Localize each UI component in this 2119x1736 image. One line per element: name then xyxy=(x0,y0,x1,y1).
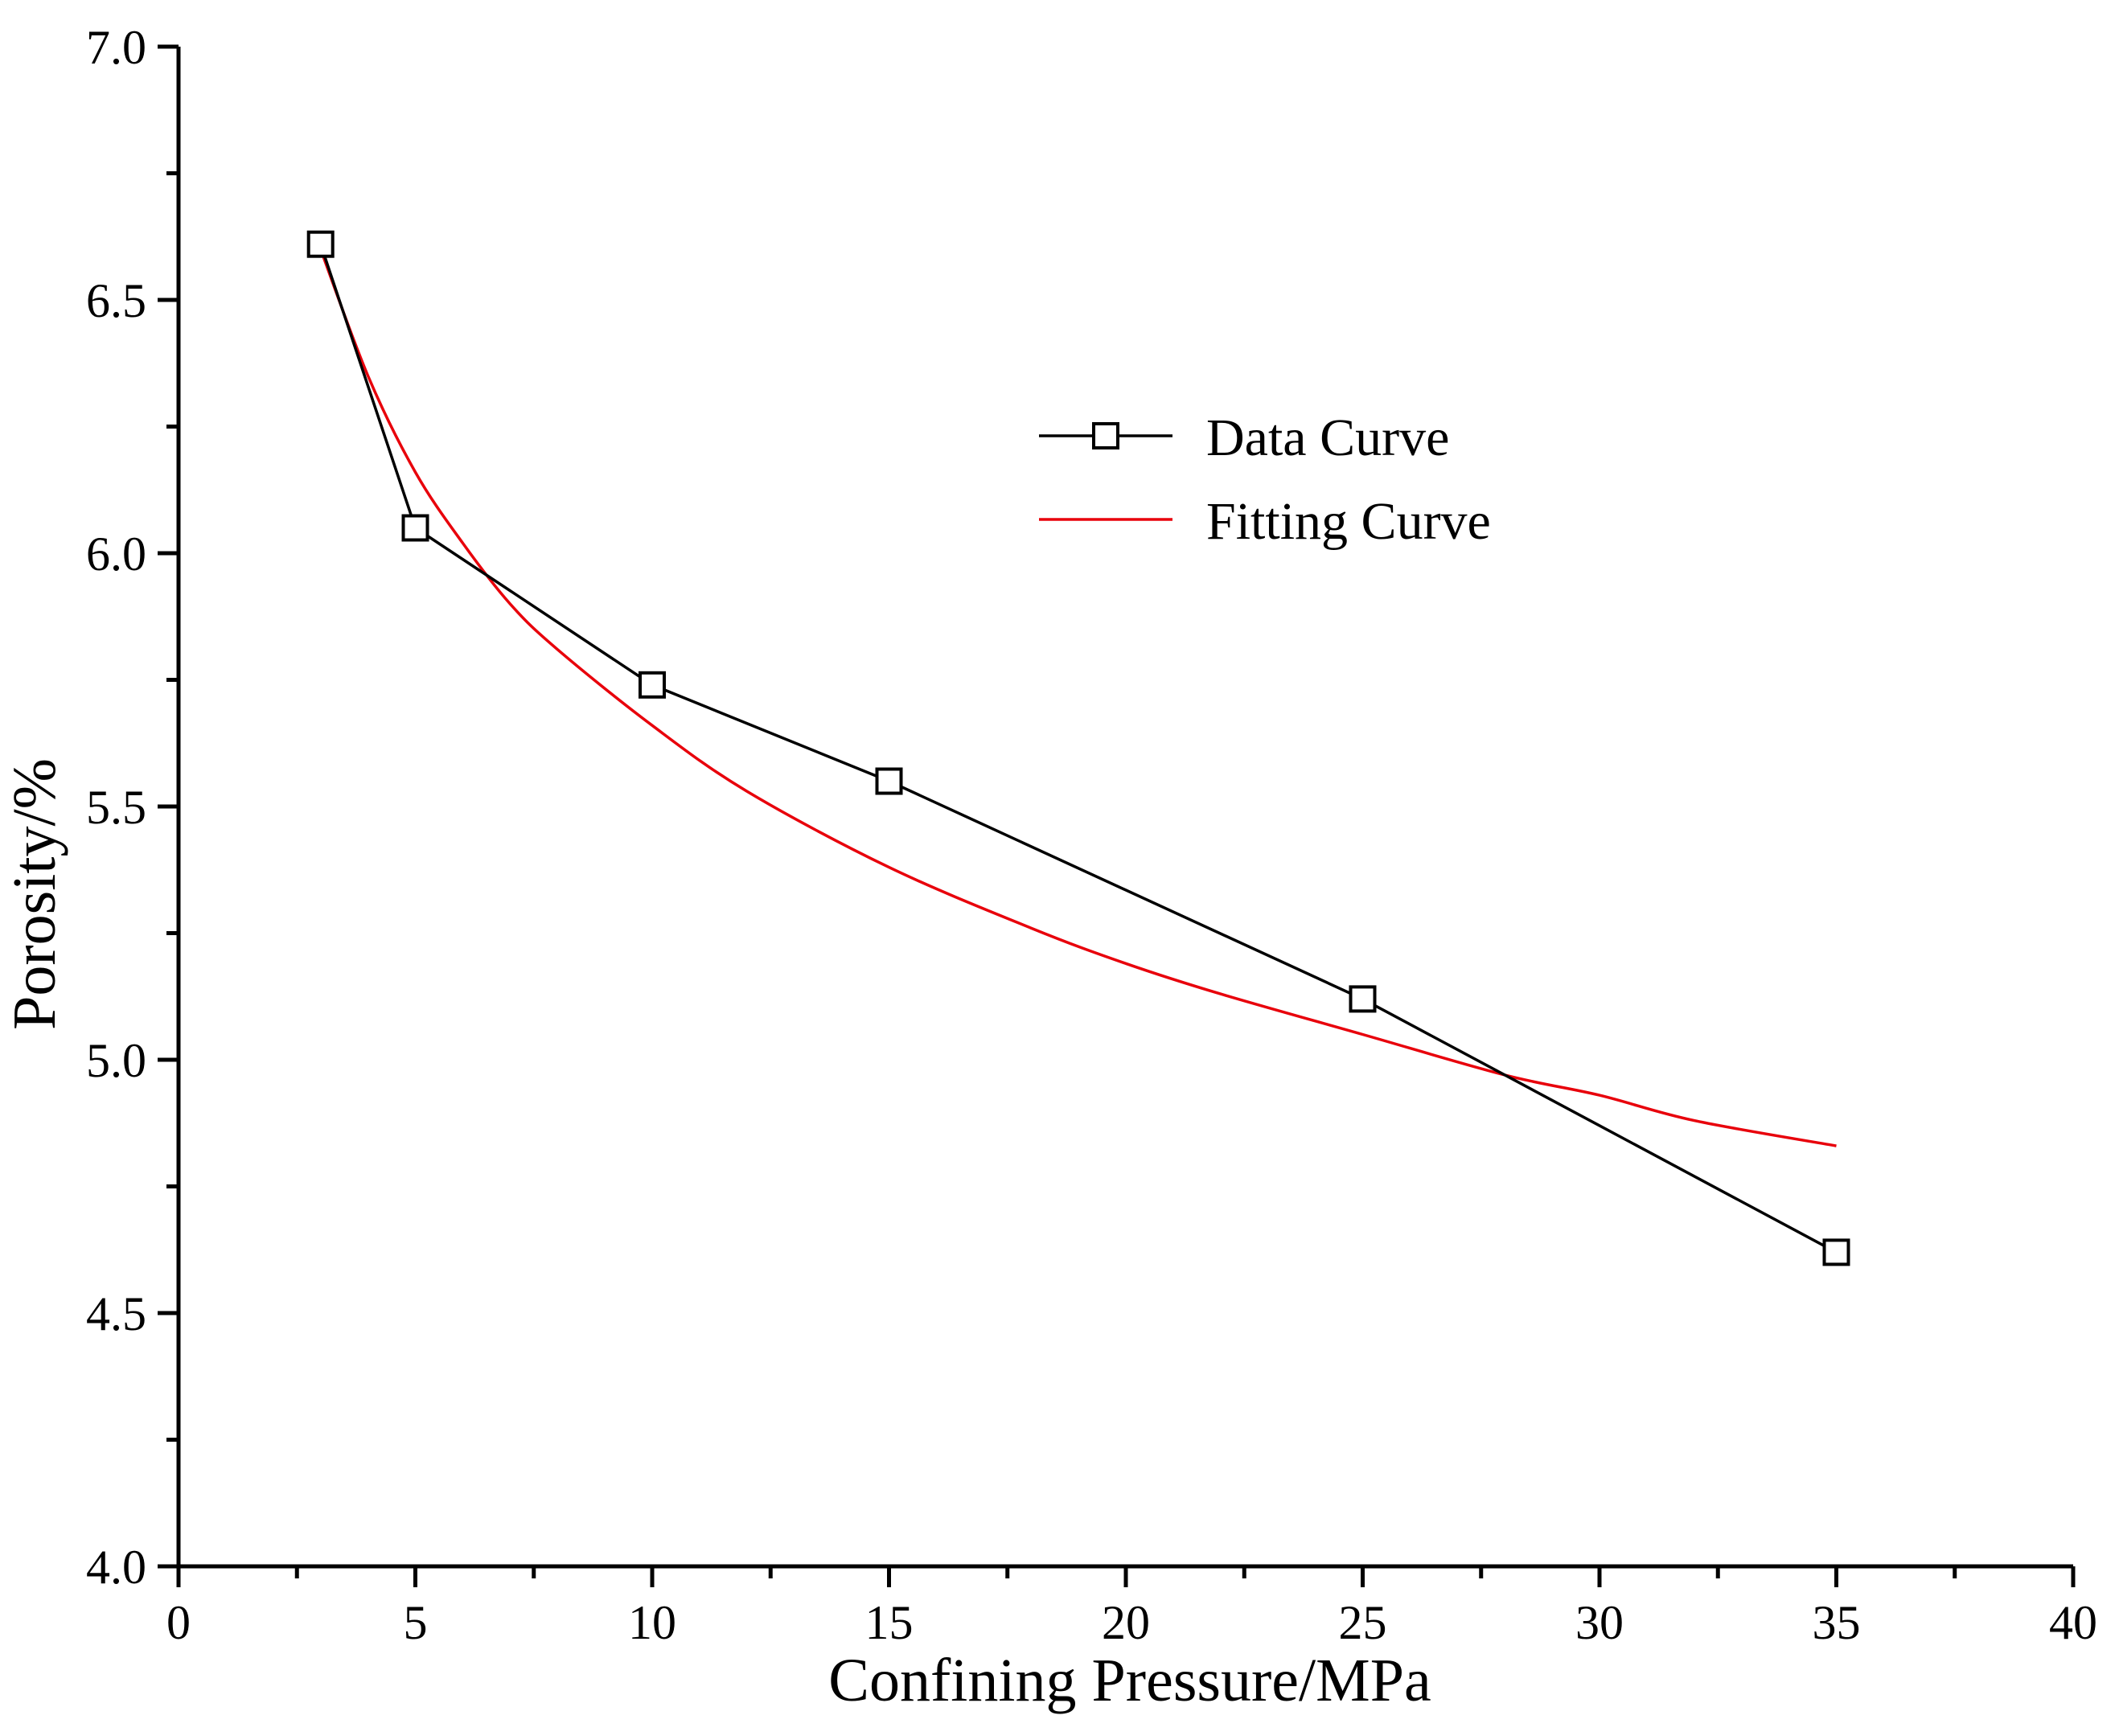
data-point-marker xyxy=(1822,1238,1850,1266)
legend-data-curve-label: Data Curve xyxy=(1206,408,1449,467)
x-tick-label: 15 xyxy=(865,1596,914,1649)
data-point-marker xyxy=(639,671,666,699)
y-tick-label: 5.5 xyxy=(86,781,146,834)
x-tick-label: 10 xyxy=(628,1596,676,1649)
x-tick-label: 30 xyxy=(1575,1596,1624,1649)
x-tick-label: 40 xyxy=(2049,1596,2097,1649)
data-curve-line xyxy=(319,244,1838,1254)
series-layer xyxy=(306,230,1850,1266)
x-tick-label: 25 xyxy=(1339,1596,1387,1649)
y-tick-label: 6.5 xyxy=(86,274,146,327)
legend: Data Curve Fitting Curve xyxy=(1039,408,1491,551)
axes: 4.0 4.5 5.0 5.5 6.0 6.5 7.0 0 5 10 15 20 25 30 35 40 xyxy=(86,21,2097,1649)
y-tick-label: 6.0 xyxy=(86,527,146,581)
x-tick-label: 0 xyxy=(166,1596,191,1649)
x-tick-label: 5 xyxy=(404,1596,428,1649)
y-tick-label: 5.0 xyxy=(86,1034,146,1087)
legend-fitting-curve-label: Fitting Curve xyxy=(1206,492,1491,551)
data-point-marker xyxy=(306,230,335,258)
fitting-curve-line xyxy=(319,248,1837,1147)
y-tick-label: 4.0 xyxy=(86,1541,146,1594)
data-point-marker xyxy=(875,767,903,795)
y-axis-title: Porosity/% xyxy=(1,758,68,1030)
y-tick-label: 4.5 xyxy=(86,1287,146,1340)
x-tick-label: 35 xyxy=(1813,1596,1861,1649)
data-point-marker xyxy=(1349,985,1377,1013)
x-axis-title: Confining Pressure/MPa xyxy=(828,1647,1431,1714)
y-tick-label: 7.0 xyxy=(86,21,146,74)
data-point-marker xyxy=(401,514,429,542)
legend-data-curve-marker xyxy=(1092,422,1119,449)
x-tick-label: 20 xyxy=(1102,1596,1150,1649)
